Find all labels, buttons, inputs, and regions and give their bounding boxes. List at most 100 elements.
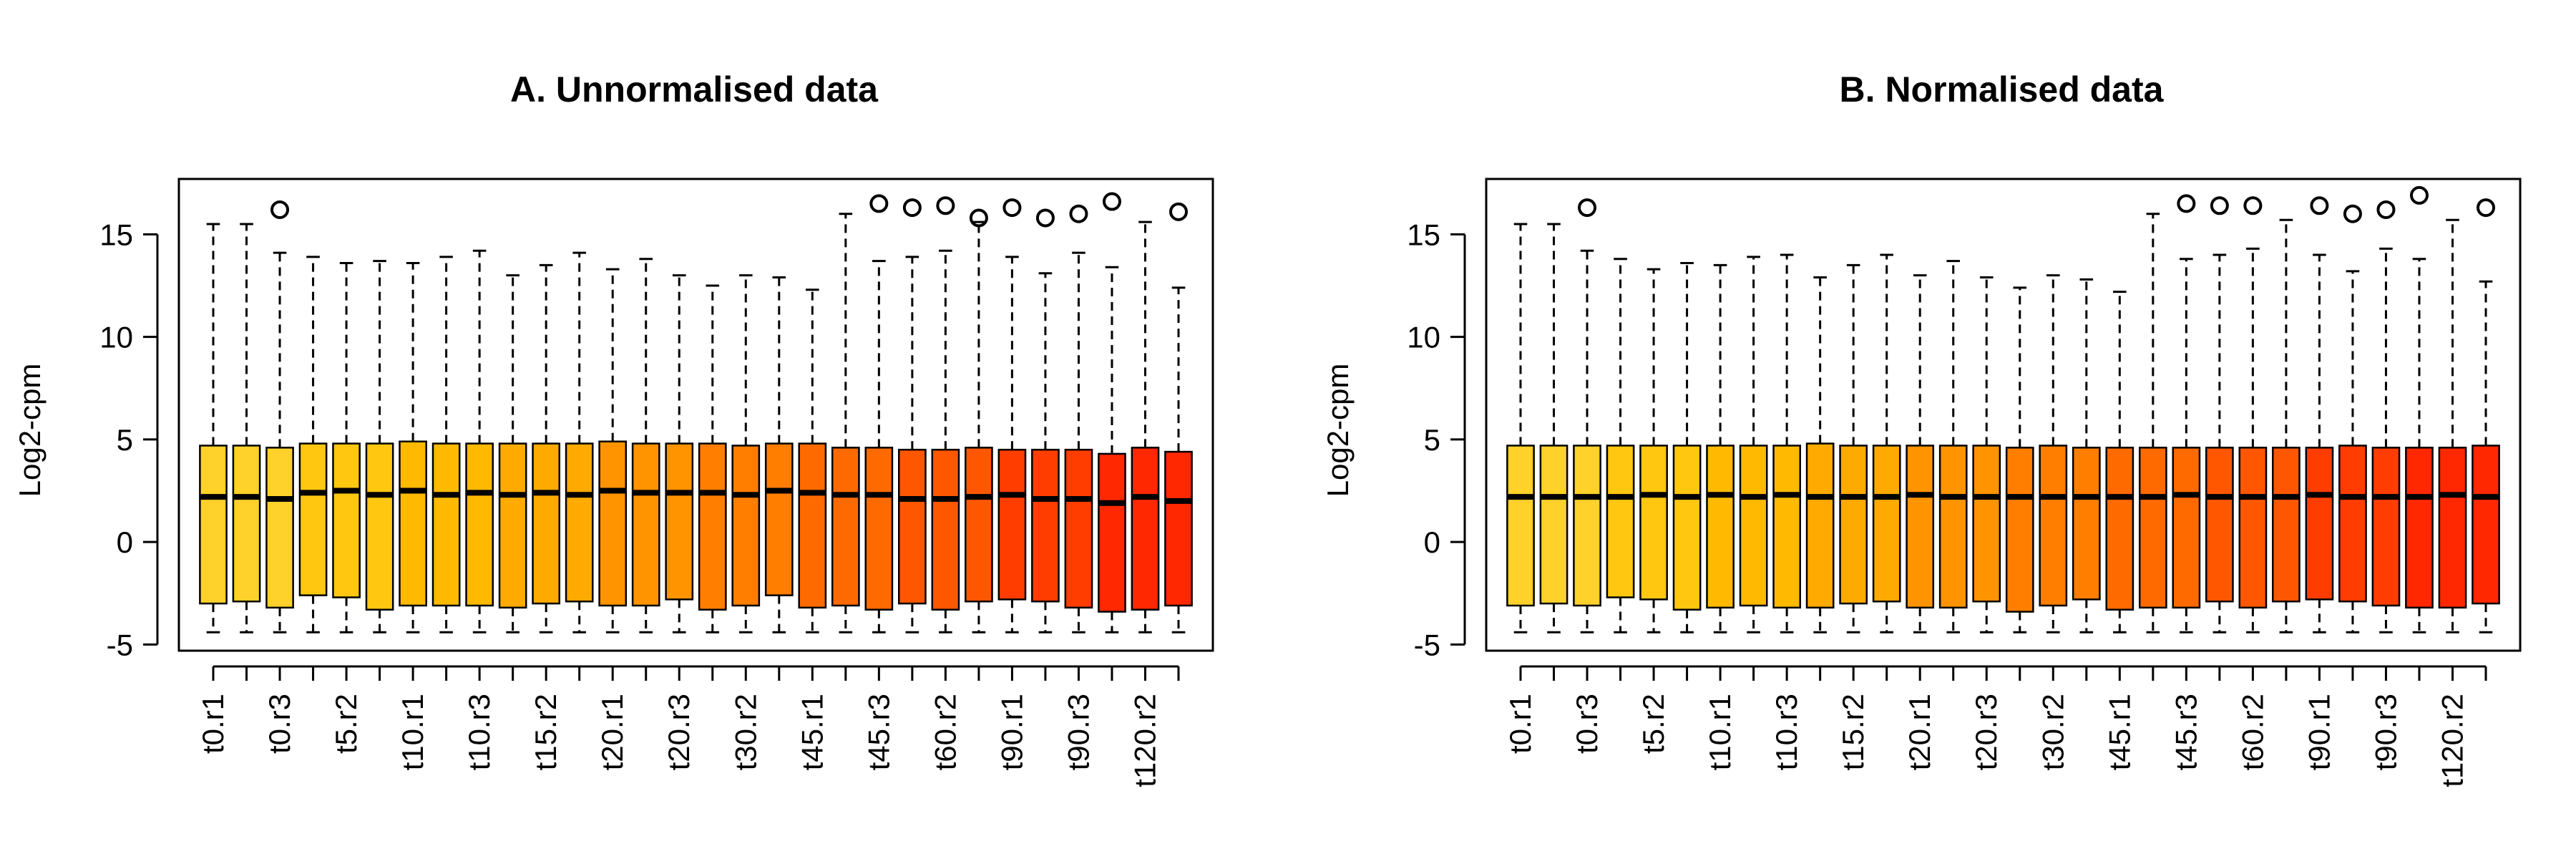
box (465, 442, 494, 607)
box (2371, 447, 2401, 607)
box (1906, 445, 1935, 609)
outlier-point (2409, 185, 2429, 205)
box (2138, 447, 2167, 609)
y-axis-label: Log2-cpm (1321, 364, 1355, 498)
box (1164, 450, 1193, 607)
panel-a: A. Unnormalised data Log2-cpm -5 0 5 10 15 t0… (13, 69, 1214, 787)
x-tick-label: t15.r2 (529, 694, 562, 770)
box (2305, 447, 2334, 601)
x-tick-label: t120.r2 (2435, 694, 2469, 787)
box (1506, 445, 1535, 607)
box (1573, 445, 1601, 607)
x-tick-label: t90.r3 (2368, 694, 2402, 770)
box (2238, 447, 2268, 609)
box (665, 442, 694, 601)
x-tick-label: t0.r3 (1570, 694, 1604, 754)
box (265, 447, 294, 609)
outlier-point (2376, 200, 2396, 219)
x-tick-label: t45.r3 (2169, 694, 2202, 770)
x-tick-label: t10.r3 (1770, 694, 1803, 770)
outlier-point (2343, 204, 2362, 223)
y-tick-label: 10 (1407, 321, 1440, 354)
x-tick-label: t90.r1 (995, 694, 1028, 770)
box (2205, 447, 2234, 603)
box (731, 445, 761, 607)
outlier-point (2310, 196, 2329, 215)
x-tick-label: t60.r2 (928, 694, 962, 770)
y-tick-label: 15 (99, 218, 133, 251)
x-tick-label: t45.r1 (795, 694, 829, 770)
chart-title: B. Normalised data (1840, 69, 2165, 110)
plot-frame (1485, 178, 2522, 652)
box (399, 440, 427, 607)
box (2338, 445, 2367, 603)
box (1739, 445, 1768, 607)
box (2172, 447, 2201, 609)
x-tick-label: t30.r2 (2036, 694, 2069, 770)
x-tick-label: t10.r3 (462, 694, 496, 770)
x-tick-label: t30.r2 (728, 694, 762, 770)
box (1972, 445, 2001, 603)
box (565, 442, 594, 603)
y-tick-label: -5 (1414, 628, 1440, 661)
box (2405, 447, 2434, 609)
box (199, 445, 228, 605)
box (1539, 445, 1568, 605)
box (2472, 445, 2500, 605)
outlier-point (936, 196, 955, 215)
box (1606, 445, 1635, 598)
x-tick-label: t10.r1 (396, 694, 429, 770)
box (2005, 447, 2034, 613)
outlier-point (1169, 202, 1188, 221)
box (798, 442, 827, 609)
outlier-point (1035, 208, 1055, 228)
outlier-point (902, 198, 922, 218)
box (864, 447, 894, 611)
box (232, 445, 261, 603)
x-tick-label: t45.r1 (2102, 694, 2136, 770)
box (365, 442, 394, 611)
box (898, 448, 927, 605)
box (1031, 448, 1060, 603)
box (2039, 445, 2068, 607)
x-tick-label: t45.r3 (862, 694, 895, 770)
box (1706, 445, 1735, 609)
x-tick-label: t15.r2 (1836, 694, 1870, 770)
outlier-point (1578, 198, 1597, 218)
x-tick-label: t5.r2 (1636, 694, 1670, 754)
box (1938, 445, 1968, 609)
box (764, 442, 794, 596)
x-tick-label: t20.r1 (595, 694, 629, 770)
y-tick-label: 15 (1407, 218, 1440, 251)
x-tick-label: t0.r1 (1503, 694, 1537, 754)
box (931, 448, 960, 611)
x-tick-label: t10.r1 (1703, 694, 1737, 770)
x-tick-label: t20.r1 (1903, 694, 1936, 770)
box (1064, 448, 1093, 609)
y-tick-label: -5 (107, 628, 133, 661)
y-tick-label: 5 (1424, 423, 1440, 457)
box (498, 442, 527, 609)
outlier-point (1002, 198, 1022, 218)
y-tick-label: 10 (99, 321, 133, 354)
y-tick-label: 0 (1424, 525, 1440, 559)
plot-frame (177, 178, 1214, 652)
outlier-point (2243, 196, 2263, 215)
box (431, 442, 461, 607)
panel-b: B. Normalised data Log2-cpm -5 0 5 10 15 t0.r… (1321, 69, 2522, 787)
outlier-point (969, 208, 988, 228)
outlier-point (2477, 198, 2495, 218)
x-tick-label: t60.r2 (2235, 694, 2269, 770)
box (997, 448, 1027, 601)
box (1131, 447, 1160, 611)
y-axis-label: Log2-cpm (13, 364, 47, 498)
outlier-point (1069, 204, 1088, 223)
y-tick-label: 0 (117, 525, 133, 559)
outlier-point (2177, 194, 2196, 213)
box (1672, 445, 1702, 611)
box (532, 442, 561, 605)
box (631, 442, 660, 607)
box (1839, 445, 1868, 605)
box (965, 447, 993, 603)
